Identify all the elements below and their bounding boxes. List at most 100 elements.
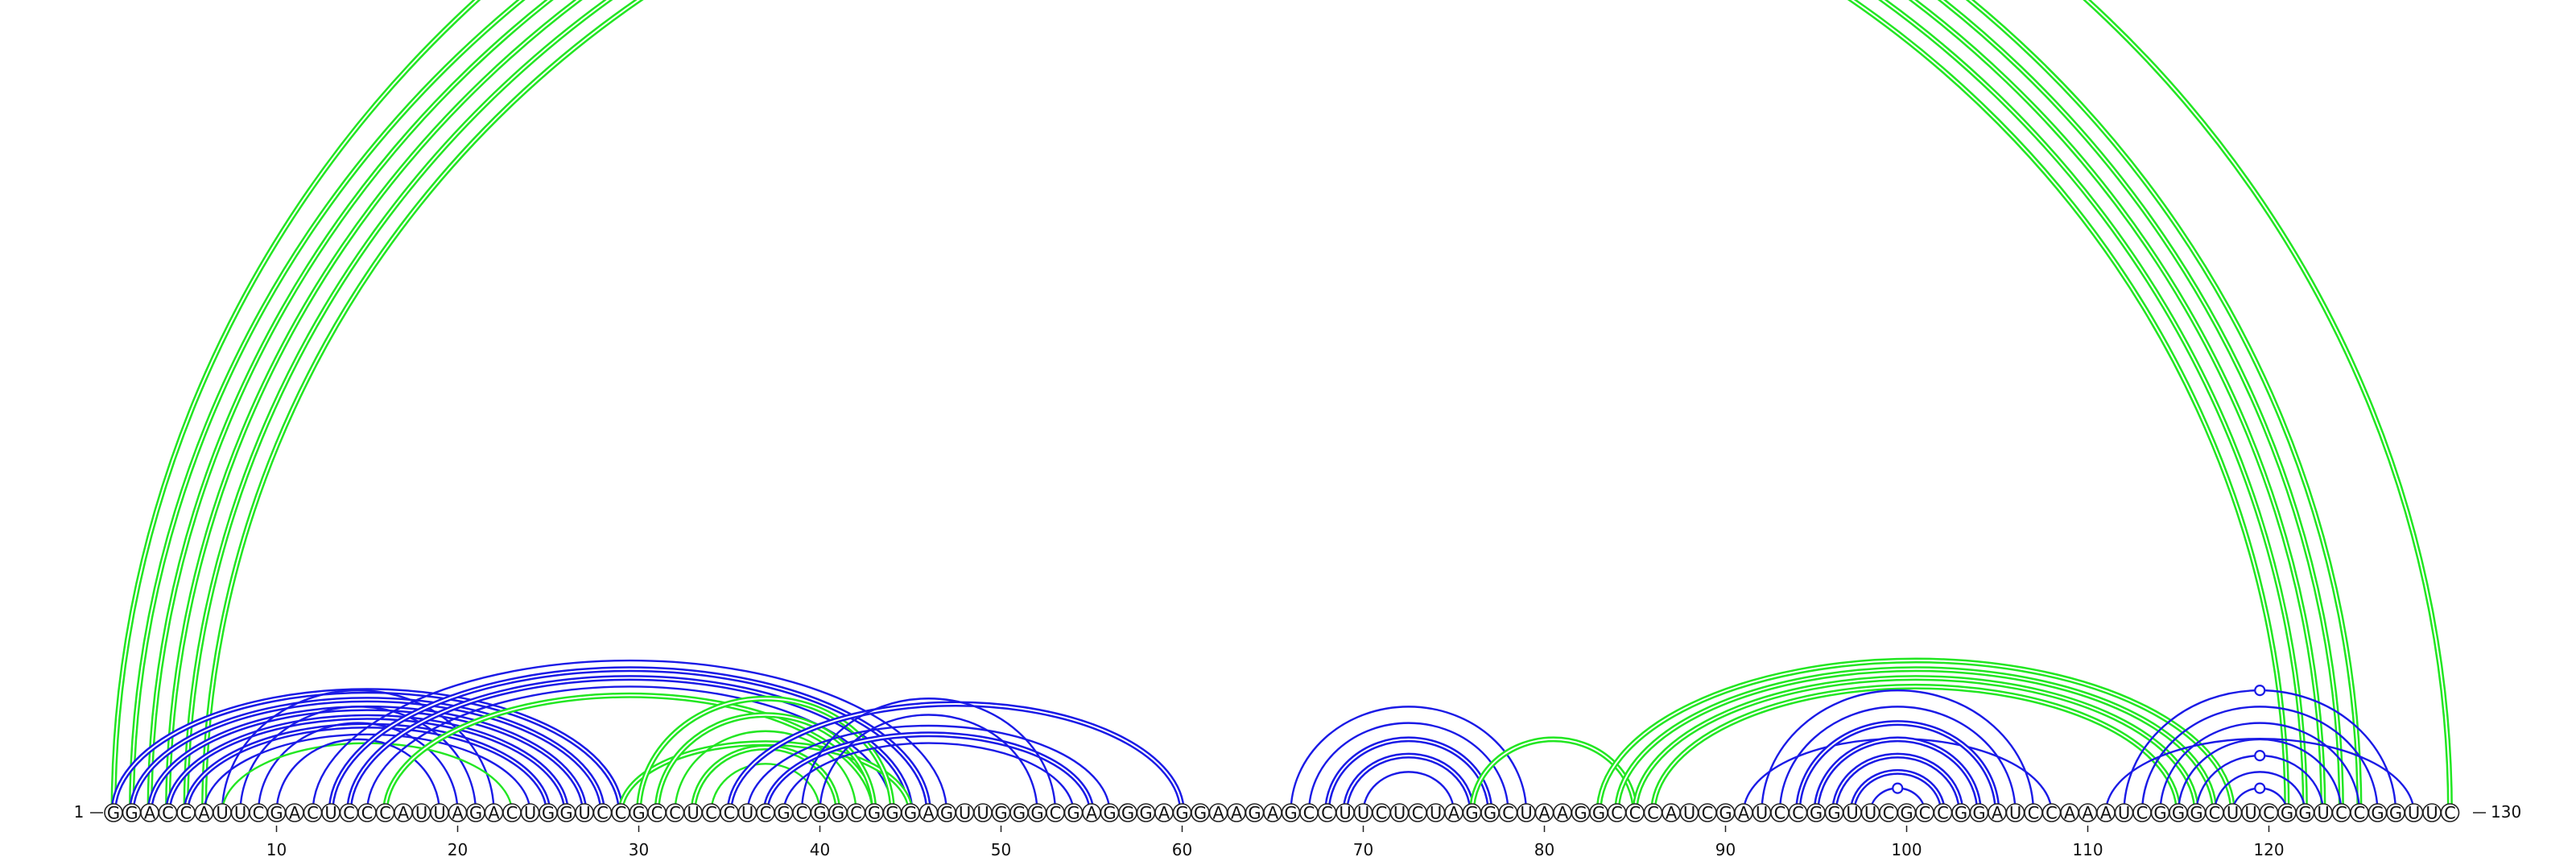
nucleotide: G xyxy=(1824,803,1844,823)
tick-label: 110 xyxy=(2072,840,2103,857)
tick-label: 80 xyxy=(1534,840,1554,857)
nucleotide-letter: G xyxy=(1827,804,1840,823)
base-pair-arc xyxy=(1831,752,1964,814)
nucleotide-letter: G xyxy=(469,804,482,823)
nucleotide-letter: C xyxy=(1412,804,1424,823)
nucleotide: C xyxy=(792,803,811,823)
nucleotide-letter: C xyxy=(2354,804,2366,823)
nucleotide: A xyxy=(2060,803,2079,823)
nucleotide: G xyxy=(991,803,1011,823)
nucleotide-letter: C xyxy=(307,804,319,823)
nucleotide-letter: G xyxy=(1139,804,1152,823)
nucleotide: C xyxy=(846,803,866,823)
nucleotide-letter: A xyxy=(2082,804,2094,823)
nucleotide: A xyxy=(1227,803,1246,823)
nucleotide: G xyxy=(104,803,123,823)
nucleotide: C xyxy=(339,803,359,823)
nucleotide-letter: U xyxy=(687,804,699,823)
nucleotide: G xyxy=(266,803,287,823)
nucleotide: G xyxy=(2295,803,2315,823)
tick-label: 70 xyxy=(1353,840,1373,857)
nucleotide-letter: G xyxy=(2153,804,2166,823)
nucleotide-letter: A xyxy=(452,804,464,823)
nucleotide-letter: G xyxy=(994,804,1007,823)
nucleotide-letter: C xyxy=(1376,804,1388,823)
nucleotide-letter: A xyxy=(1738,804,1750,823)
nucleotide-letter: C xyxy=(615,804,627,823)
nucleotide-letter: G xyxy=(904,804,917,823)
nucleotide: G xyxy=(1589,803,1608,823)
nucleotide-letter: A xyxy=(398,804,410,823)
base-pair-arc xyxy=(1778,706,2017,814)
nucleotide-letter: A xyxy=(1992,804,2004,823)
nucleotide: U xyxy=(683,803,703,823)
nucleotide-letter: G xyxy=(1194,804,1207,823)
base-pair-arc xyxy=(257,722,459,814)
base-pair-arc xyxy=(1307,722,1509,814)
nucleotide-letter: U xyxy=(2425,804,2438,823)
nucleotide: U xyxy=(213,803,232,823)
nucleotide: G xyxy=(629,803,649,823)
nucleotide: A xyxy=(448,803,468,823)
nucleotide-letter: A xyxy=(1212,804,1224,823)
nucleotide: C xyxy=(357,803,377,823)
nucleotide-letter: U xyxy=(741,804,753,823)
start-label: 1 xyxy=(74,802,85,822)
nucleotide-letter: U xyxy=(976,804,989,823)
nucleotide: U xyxy=(411,803,431,823)
arc-markers xyxy=(1892,685,2266,794)
nucleotide: C xyxy=(176,803,196,823)
nucleotide-letter: C xyxy=(2263,804,2275,823)
nucleotide: C xyxy=(1408,803,1427,823)
nucleotide: A xyxy=(919,803,939,823)
nucleotide-letter: G xyxy=(1013,804,1026,823)
nucleotide-letter: G xyxy=(1972,804,1985,823)
base-pair-arc xyxy=(239,706,477,814)
nucleotide: G xyxy=(2277,803,2297,823)
nucleotide: G xyxy=(1063,803,1084,823)
nucleotide-letter: G xyxy=(1955,804,1967,823)
nucleotide-letter: G xyxy=(1719,804,1732,823)
end-label: 130 xyxy=(2491,802,2521,822)
nucleotide-letter: U xyxy=(524,804,536,823)
nucleotide: G xyxy=(810,803,830,823)
nucleotide: G xyxy=(1027,803,1047,823)
nucleotide: A xyxy=(285,803,304,823)
nucleotide-letter: C xyxy=(651,804,663,823)
base-pair-arc xyxy=(690,744,841,814)
nucleotide-letter: C xyxy=(343,804,355,823)
nucleotide: G xyxy=(774,803,794,823)
base-pair-arc xyxy=(365,685,894,814)
base-pair-arc xyxy=(1742,738,2053,814)
sequence-backbone: 1 130 xyxy=(74,802,2522,822)
nucleotide: C xyxy=(1372,803,1391,823)
nucleotide-letter: U xyxy=(2244,804,2256,823)
nucleotide-letter: U xyxy=(1864,804,1876,823)
base-pair-arc xyxy=(2104,738,2415,814)
nucleotide-letter: C xyxy=(162,804,174,823)
nucleotide: U xyxy=(2241,803,2260,823)
nucleotide: G xyxy=(1571,803,1591,823)
base-pair-arc xyxy=(2159,722,2361,814)
nucleotide: U xyxy=(737,803,758,823)
nucleotide-letter: U xyxy=(415,804,427,823)
nucleotide: A xyxy=(1208,803,1228,823)
nucleotide-letter: C xyxy=(1321,804,1333,823)
nucleotide-letter: C xyxy=(1647,804,1659,823)
nucleotide-letter: U xyxy=(2408,804,2420,823)
nucleotide: U xyxy=(430,803,449,823)
nucleotide-letter: A xyxy=(1158,804,1170,823)
nucleotide-letter: C xyxy=(2209,804,2221,823)
nucleotide: A xyxy=(1154,803,1174,823)
nucleotide-letter: U xyxy=(1357,804,1369,823)
nucleotide: C xyxy=(303,803,323,823)
tick-label: 120 xyxy=(2253,840,2284,857)
nucleotide-letter: C xyxy=(1050,804,1062,823)
nucleotide: G xyxy=(122,803,142,823)
nucleotide: C xyxy=(2205,803,2224,823)
nucleotide-letter: G xyxy=(1484,804,1496,823)
nucleotide-letter: G xyxy=(777,804,790,823)
nucleotide: A xyxy=(1534,803,1554,823)
nucleotide-letter: G xyxy=(1284,804,1297,823)
nucleotide: C xyxy=(2041,803,2062,823)
